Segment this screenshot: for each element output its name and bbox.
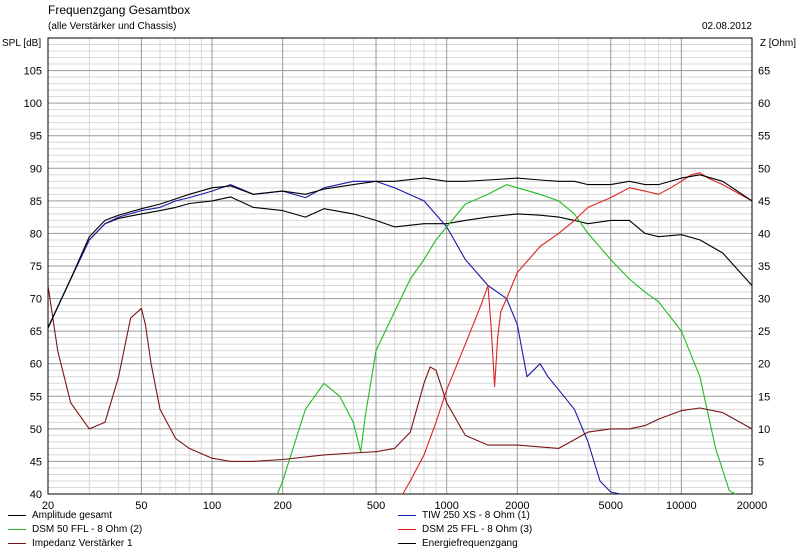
legend-swatch — [398, 528, 416, 530]
legend-label: Energiefrequenzgang — [422, 538, 518, 549]
y-tick-label: 70 — [30, 294, 42, 306]
y-tick-label: 55 — [30, 391, 42, 403]
legend-label: Impedanz Verstärker 1 — [32, 538, 133, 549]
legend-label: DSM 25 FFL - 8 Ohm (3) — [422, 524, 533, 535]
y-axis-label-right: Z [Ohm] — [759, 38, 796, 49]
legend-item: DSM 50 FFL - 8 Ohm (2) — [8, 524, 142, 535]
legend-label: DSM 50 FFL - 8 Ohm (2) — [32, 524, 143, 535]
y-tick-label: 80 — [30, 228, 42, 240]
y2-tick-label: 35 — [758, 261, 770, 273]
series-line-6 — [47, 174, 753, 329]
y-tick-label: 40 — [30, 489, 42, 501]
y2-tick-label: 10 — [758, 424, 770, 436]
y2-tick-label: 5 — [758, 456, 764, 468]
x-tick-label: 2000 — [505, 500, 529, 512]
series-line-1 — [47, 196, 753, 329]
x-tick-label: 1000 — [434, 500, 458, 512]
plot-frame — [47, 37, 753, 495]
y-tick-label: 50 — [30, 424, 42, 436]
legend-item: DSM 25 FFL - 8 Ohm (3) — [398, 524, 532, 535]
x-tick-label: 100 — [203, 500, 221, 512]
y2-tick-label: 55 — [758, 131, 770, 143]
legend-swatch — [398, 514, 416, 516]
x-tick-label: 5000 — [598, 500, 622, 512]
y2-tick-label: 45 — [758, 196, 770, 208]
y2-tick-label: 40 — [758, 228, 770, 240]
y2-tick-label: 30 — [758, 294, 770, 306]
y-tick-label: 100 — [24, 98, 42, 110]
legend-label: TIW 250 XS - 8 Ohm (1) — [422, 510, 530, 521]
chart-title: Frequenzgang Gesamtbox — [48, 3, 191, 17]
series-line-4 — [402, 172, 753, 495]
y2-tick-label: 15 — [758, 391, 770, 403]
y-tick-label: 75 — [30, 261, 42, 273]
y-tick-label: 105 — [24, 66, 42, 78]
y-tick-label: 85 — [30, 196, 42, 208]
legend-item: TIW 250 XS - 8 Ohm (1) — [398, 510, 530, 521]
y2-tick-label: 65 — [758, 66, 770, 78]
legend-swatch — [398, 542, 416, 544]
x-tick-label: 20000 — [737, 500, 768, 512]
x-tick-label: 20 — [42, 500, 54, 512]
legend-swatch — [8, 528, 26, 530]
legend-item: Impedanz Verstärker 1 — [8, 538, 133, 549]
series-line-3 — [276, 184, 736, 495]
y-tick-label: 90 — [30, 163, 42, 175]
series-line-5 — [47, 285, 753, 462]
chart-date: 02.08.2012 — [701, 21, 752, 32]
legend-swatch — [8, 514, 26, 516]
y-tick-label: 45 — [30, 456, 42, 468]
y-tick-label: 95 — [30, 131, 42, 143]
y-tick-label: 60 — [30, 359, 42, 371]
y-tick-label: 65 — [30, 326, 42, 338]
y2-tick-label: 60 — [758, 98, 770, 110]
legend-item: Energiefrequenzgang — [398, 538, 518, 549]
x-tick-label: 50 — [135, 500, 147, 512]
y2-tick-label: 20 — [758, 359, 770, 371]
legend-swatch — [8, 542, 26, 544]
x-tick-label: 10000 — [666, 500, 697, 512]
x-tick-label: 500 — [367, 500, 385, 512]
legend-label: Amplitude gesamt — [32, 510, 113, 521]
x-tick-label: 200 — [273, 500, 291, 512]
y2-tick-label: 50 — [758, 163, 770, 175]
chart-subtitle: (alle Verstärker und Chassis) — [48, 21, 177, 32]
y-axis-label-left: SPL [dB] — [2, 38, 42, 49]
y2-tick-label: 25 — [758, 326, 770, 338]
legend-item: Amplitude gesamt — [8, 510, 112, 521]
